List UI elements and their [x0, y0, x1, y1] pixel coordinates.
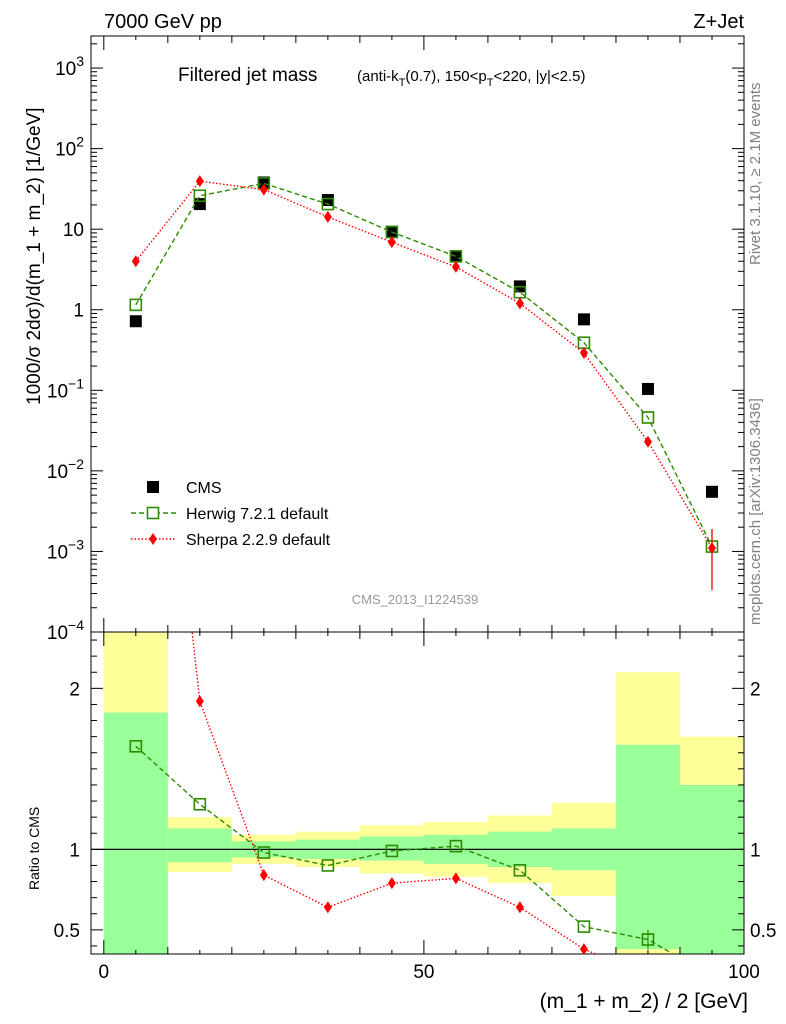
legend: CMS Herwig 7.2.1 default Sherpa 2.2.9 de… [131, 480, 331, 549]
main-y-tick-label: 102 [55, 134, 84, 161]
legend-sherpa-marker [149, 533, 157, 545]
sherpa-main-point [579, 347, 588, 360]
sherpa-main-point [195, 175, 204, 188]
ratio-y-tick-label-right: 2 [750, 679, 761, 700]
sherpa-ratio-point [644, 969, 652, 981]
cms-main-point [321, 194, 334, 207]
sherpa-main-point [643, 435, 652, 448]
ratio-y-tick-label-left: 1 [69, 840, 80, 861]
sherpa-ratio-point [195, 695, 204, 708]
main-y-tick-label: 1 [73, 301, 84, 322]
herwig-ratio-line [135, 745, 675, 954]
herwig-main-point [321, 197, 335, 211]
ratio-band-inner [679, 784, 744, 954]
ratio-y-tick-label-right: 1 [750, 840, 761, 861]
ratio-band-inner [103, 712, 168, 954]
main-y-tick-label: 10−2 [47, 456, 84, 483]
herwig-ratio-point [385, 844, 399, 858]
sherpa-main-line [135, 180, 713, 549]
sherpa-ratio-point [387, 877, 396, 890]
sherpa-main-point [323, 210, 332, 223]
herwig-main-point [641, 411, 655, 424]
sherpa-ratio-point [259, 869, 268, 882]
x-tick-label: 100 [728, 962, 760, 983]
cms-main-point [129, 315, 142, 328]
sherpa-main-point [259, 183, 268, 196]
ratio-y-tick-label-left: 2 [69, 679, 80, 700]
cms-main-point [193, 198, 206, 211]
ratio-plot-series [129, 119, 717, 984]
cms-main-point [257, 176, 270, 189]
header-right: Z+Jet [693, 11, 744, 33]
sherpa-main-point [707, 542, 716, 555]
ratio-uncertainty-bands [103, 632, 744, 954]
header-left: 7000 GeV pp [104, 11, 222, 33]
main-y-tick-label: 10−3 [47, 536, 84, 563]
x-tick-label: 0 [99, 962, 110, 983]
side-label-mcplots: mcplots.cern.ch [arXiv:1306.3436] [747, 398, 764, 625]
legend-herwig-label: Herwig 7.2.1 default [186, 506, 329, 523]
herwig-ratio-point [706, 971, 717, 982]
ratio-y-axis-ticks: 0.5 0.5 1 1 2 2 [54, 639, 776, 947]
herwig-ratio-point [449, 839, 463, 853]
plot-subtitle: (anti-kT(0.7), 150<pT<220, |y|<2.5) [357, 68, 586, 89]
sherpa-main-point [131, 255, 140, 268]
ratio-band-inner [167, 828, 232, 863]
ratio-band-inner [615, 744, 680, 950]
cms-main-point [705, 485, 718, 498]
sherpa-ratio-point [708, 972, 716, 984]
x-axis-ticks: 0 50 100 [99, 36, 760, 983]
herwig-ratio-point [321, 859, 335, 872]
legend-herwig-marker [146, 506, 160, 520]
sherpa-ratio-point [132, 119, 140, 131]
sherpa-main-point [451, 260, 460, 273]
analysis-watermark: CMS_2013_I1224539 [352, 592, 479, 607]
herwig-main-point [193, 189, 207, 203]
cms-main-point [641, 382, 654, 395]
cms-main-point [577, 313, 590, 326]
legend-cms-label: CMS [186, 480, 222, 497]
sherpa-ratio-point [323, 901, 332, 914]
main-y-tick-label: 10 [63, 220, 84, 241]
herwig-ratio-point [257, 846, 271, 859]
main-plot-series [129, 175, 719, 591]
plot-title: Filtered jet mass [178, 65, 317, 86]
herwig-ratio-point [513, 863, 527, 877]
herwig-ratio-point [577, 920, 591, 933]
ratio-y-tick-label-right: 0.5 [750, 921, 776, 942]
sherpa-main-point [387, 236, 396, 249]
herwig-main-point [129, 298, 143, 312]
main-y-tick-label: 10−1 [47, 375, 84, 402]
main-y-tick-label: 103 [55, 53, 84, 80]
x-tick-label: 50 [413, 962, 434, 983]
sherpa-ratio-point [451, 872, 460, 885]
herwig-main-line [135, 182, 713, 547]
cms-main-point [449, 250, 462, 263]
main-y-axis-ticks: 10−4 10−3 10−2 10−1 1 10 102 103 [47, 43, 744, 644]
ratio-y-tick-label-left: 0.5 [54, 921, 80, 942]
x-axis-label: (m_1 + m_2) / 2 [GeV] [540, 990, 748, 1013]
sherpa-ratio-point [515, 901, 524, 914]
main-y-tick-label: 10−4 [47, 617, 84, 644]
main-y-axis-label: 1000/σ 2dσ)/d(m_1 + m_2) [1/GeV] [24, 107, 45, 405]
legend-cms-marker [147, 481, 159, 493]
herwig-ratio-point [641, 933, 655, 946]
sherpa-ratio-point [579, 943, 588, 954]
herwig-ratio-point [193, 797, 207, 811]
ratio-plot-frame [90, 631, 745, 955]
side-label-rivet: Rivet 3.1.10, ≥ 2.1M events [747, 83, 764, 266]
herwig-ratio-point [129, 740, 143, 753]
legend-sherpa-label: Sherpa 2.2.9 default [186, 532, 331, 549]
ratio-y-axis-label: Ratio to CMS [26, 807, 42, 890]
sherpa-ratio-line [191, 632, 598, 954]
sherpa-main-point [515, 297, 524, 310]
